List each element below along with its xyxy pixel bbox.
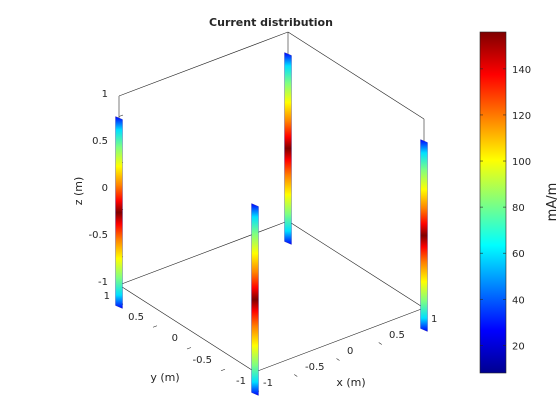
y-tick-label: -0.5 xyxy=(192,355,212,366)
colorbar-tick-label: 100 xyxy=(512,157,531,168)
z-axis-label: z (m) xyxy=(72,177,85,206)
x-tick-label: -1 xyxy=(263,378,273,389)
x-tick-mark xyxy=(378,342,382,345)
colorbar-tick-label: 140 xyxy=(512,65,531,76)
colorbar-tick-label: 80 xyxy=(512,203,525,214)
colorbar-tick-label: 40 xyxy=(512,295,525,306)
x-axis-label: x (m) xyxy=(336,376,365,389)
y-tick-label: 1 xyxy=(104,291,110,302)
colorbar-tick-label: 120 xyxy=(512,111,531,122)
floor-edge-front-left xyxy=(118,284,256,373)
colorbar: 20 40 60 80 100 120 140 mA/m xyxy=(479,31,560,374)
floor-edge-back-left xyxy=(118,220,289,286)
colorbar-gradient xyxy=(479,31,507,374)
dipoles xyxy=(115,52,428,396)
y-tick-mark xyxy=(220,368,226,372)
x-tick-label: -0.5 xyxy=(305,362,325,373)
z-tick-mark xyxy=(118,114,124,117)
y-axis-label: y (m) xyxy=(150,371,179,384)
z-tick-label: 1 xyxy=(102,89,108,100)
floor-edge-back-right xyxy=(287,220,425,309)
x-tick-label: 0.5 xyxy=(389,330,405,341)
dipole-strip-1 xyxy=(115,116,123,309)
colorbar-label: mA/m xyxy=(545,183,560,222)
dipole-strip-3 xyxy=(420,139,428,332)
y-tick-mark xyxy=(152,325,158,328)
x-tick-mark xyxy=(294,374,298,377)
y-tick-label: 0 xyxy=(172,333,178,344)
axes-box xyxy=(118,31,425,373)
z-tick-label: -0.5 xyxy=(88,230,108,241)
dipole-strip-4 xyxy=(251,203,259,396)
back-top-edge-right xyxy=(287,31,425,120)
dipole-strip-2 xyxy=(284,52,292,245)
axis-ticks xyxy=(118,114,425,393)
chart-title: Current distribution xyxy=(209,16,333,29)
colorbar-tick-label: 20 xyxy=(512,341,525,352)
z-tick-label: 0 xyxy=(102,183,108,194)
x-tick-label: 0 xyxy=(347,346,353,357)
y-tick-label: 0.5 xyxy=(128,312,144,323)
colorbar-tick-label: 60 xyxy=(512,249,525,260)
z-tick-label: -1 xyxy=(98,277,108,288)
colorbar-ticks: 20 40 60 80 100 120 140 xyxy=(480,65,531,352)
tick-labels-y: 1 0.5 0 -0.5 -1 xyxy=(104,291,246,387)
z-tick-label: 0.5 xyxy=(92,136,108,147)
tick-labels-z: 1 0.5 0 -0.5 -1 xyxy=(88,89,108,288)
y-tick-mark xyxy=(186,347,192,350)
x-tick-label: 1 xyxy=(431,314,437,325)
floor-edge-front-right xyxy=(254,307,425,373)
y-tick-label: -1 xyxy=(236,376,246,387)
x-tick-mark xyxy=(336,358,340,361)
back-top-edge-left xyxy=(118,31,289,97)
tick-labels-x: -1 -0.5 0 0.5 1 xyxy=(263,314,437,389)
